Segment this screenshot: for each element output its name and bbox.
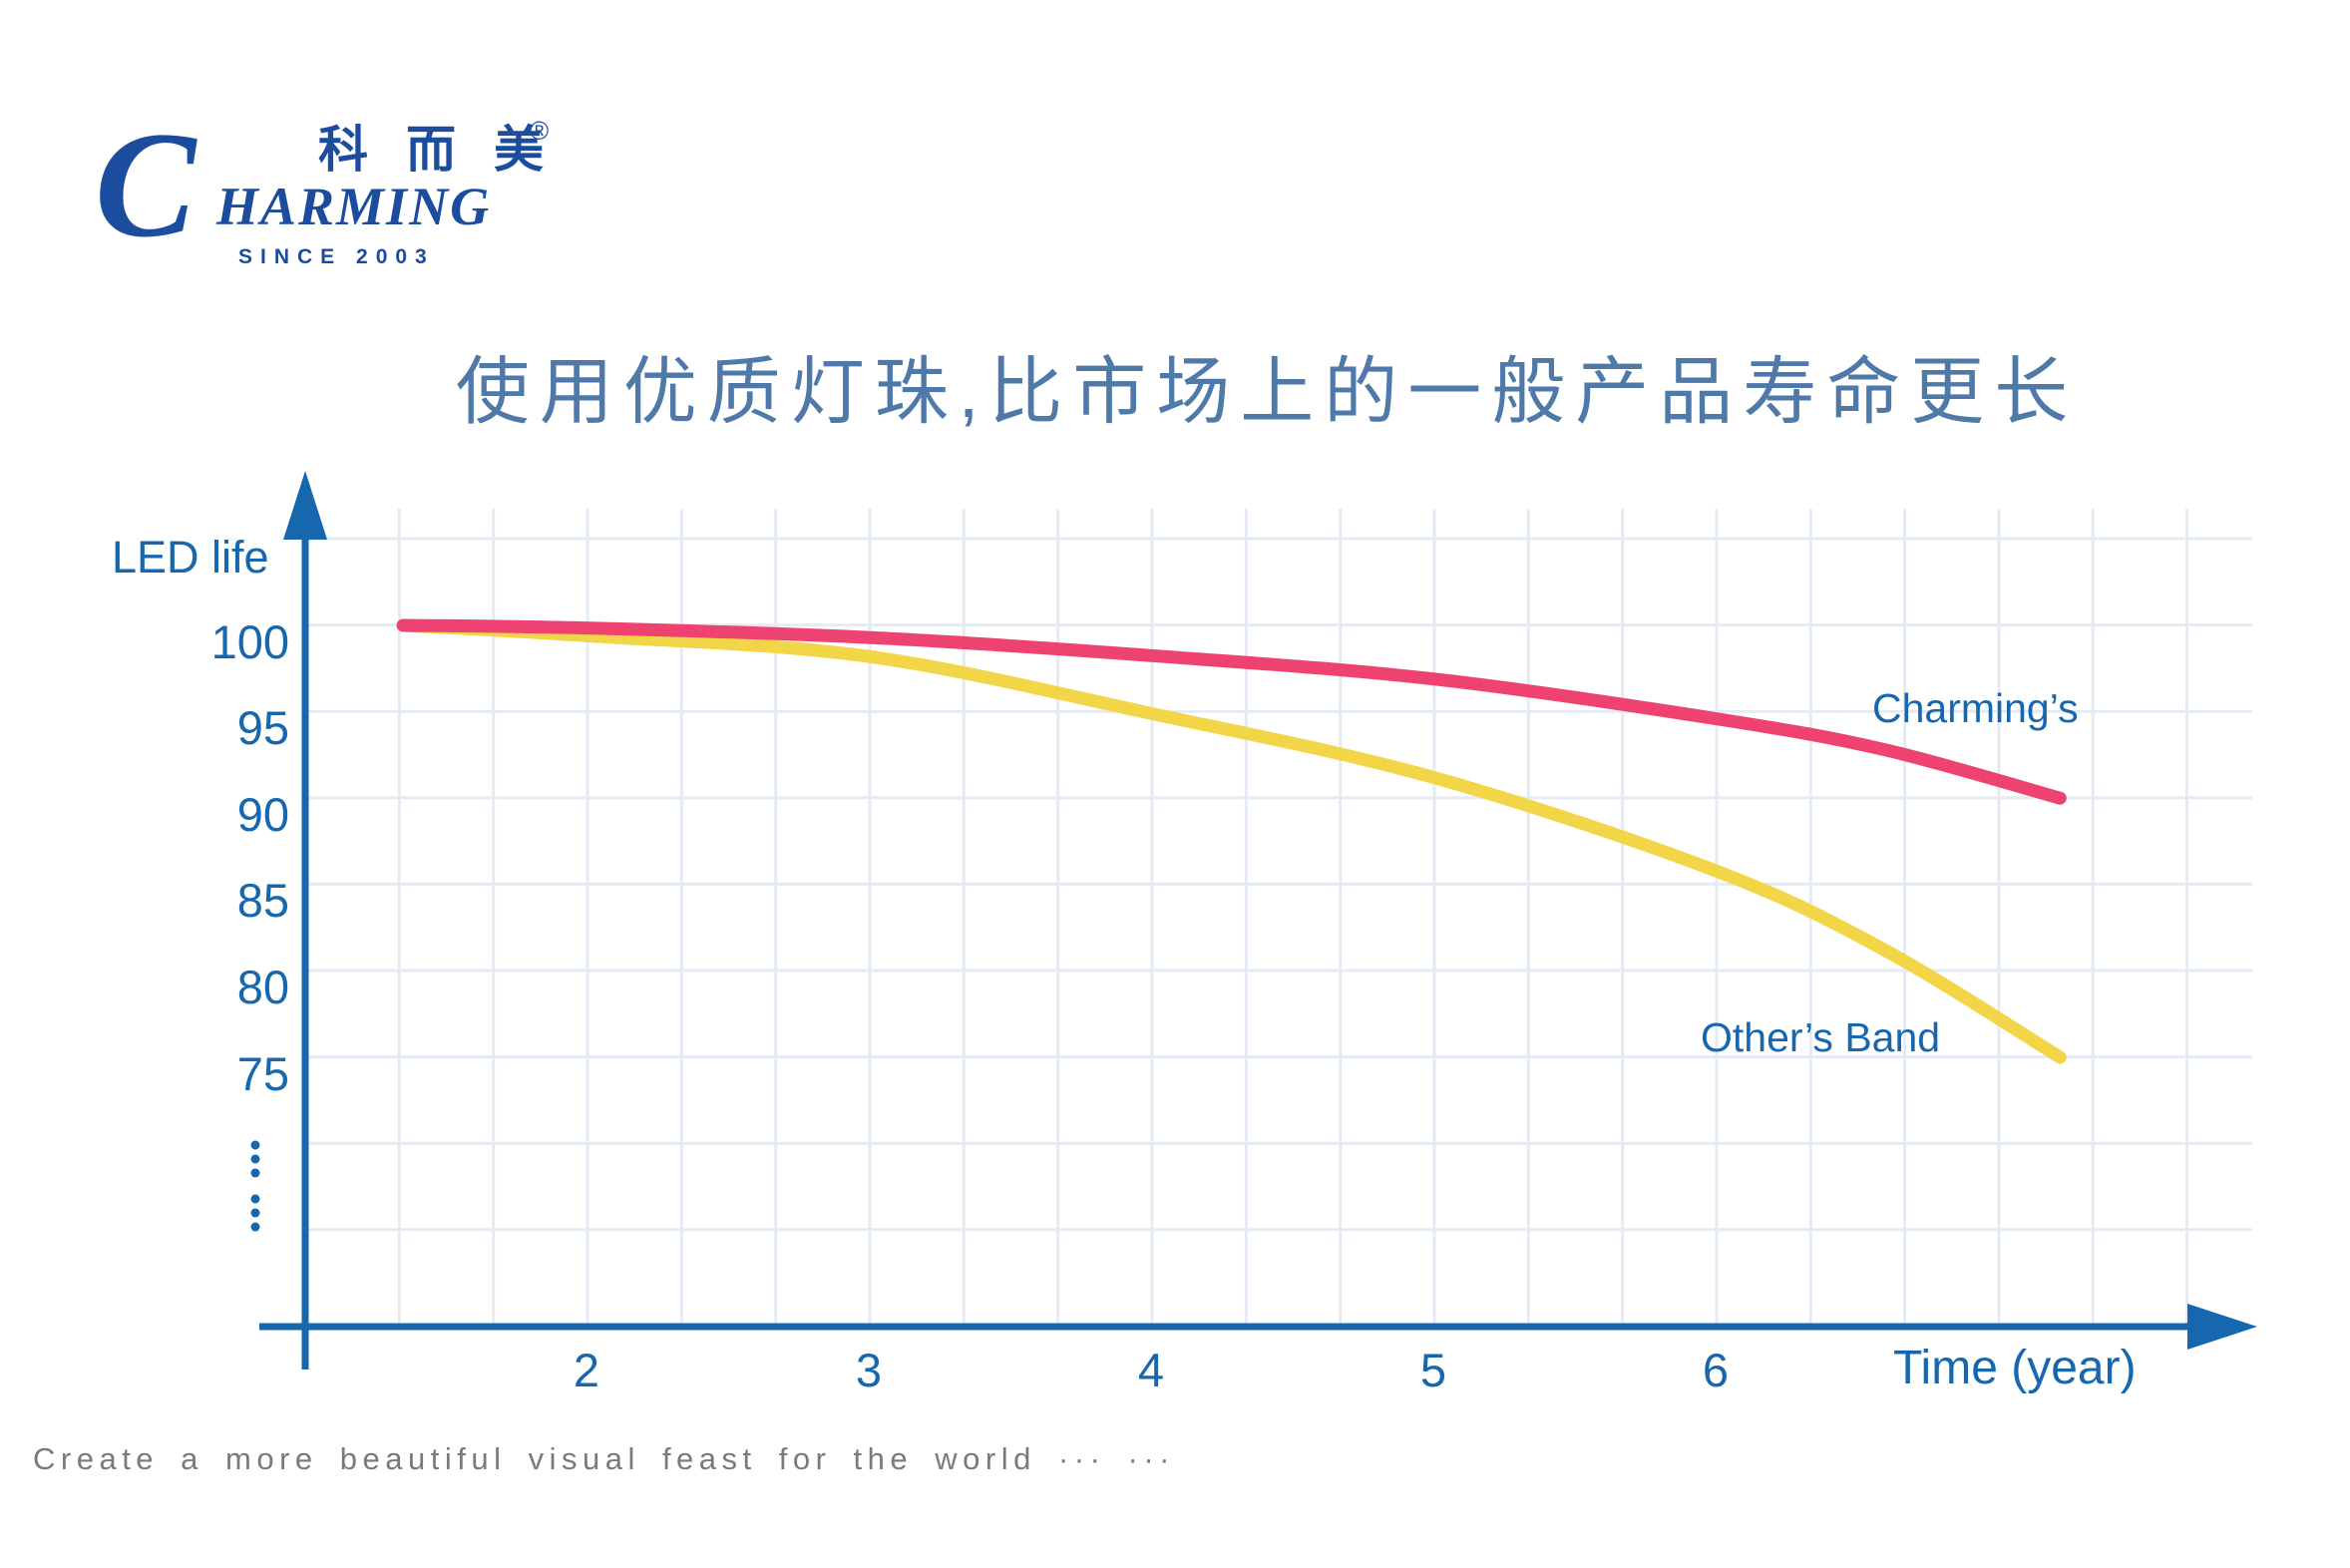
y-axis-ellipsis-dot — [250, 1208, 260, 1218]
y-axis-ellipsis-dot — [250, 1168, 260, 1178]
series-label-charmings: Charming’s — [1872, 685, 2079, 731]
y-tick-label-85: 85 — [236, 874, 289, 928]
y-axis-ellipsis-dot — [250, 1154, 260, 1164]
series-label-others: Other’s Band — [1701, 1014, 1941, 1060]
y-axis-label: LED life — [112, 532, 269, 583]
logo-chinese-name: 科而美 — [318, 122, 582, 178]
x-tick-label-4: 4 — [1137, 1344, 1165, 1396]
y-axis-ellipsis-dot — [250, 1222, 260, 1232]
y-axis-ellipsis-dot — [250, 1140, 260, 1150]
x-axis-label: Time (year) — [1893, 1342, 2137, 1394]
x-tick-label-5: 5 — [1419, 1344, 1447, 1396]
logo-since-text: SINCE 2003 — [238, 245, 435, 268]
y-tick-label-75: 75 — [236, 1046, 289, 1100]
series-line-1 — [396, 618, 2067, 1064]
x-tick-label-2: 2 — [573, 1344, 600, 1396]
logo-initial-letter: C — [95, 101, 196, 268]
y-tick-label-80: 80 — [236, 960, 289, 1013]
tagline-text: Create a more beautiful visual feast for… — [33, 1441, 1175, 1476]
y-tick-label-100: 100 — [210, 614, 289, 668]
x-tick-label-3: 3 — [855, 1344, 883, 1396]
x-tick-label-6: 6 — [1702, 1344, 1730, 1396]
logo-wordmark: HARMING — [216, 177, 492, 236]
y-tick-label-90: 90 — [236, 787, 289, 841]
chart-title: 使用优质灯珠,比市场上的一般产品寿命更长 — [455, 350, 2079, 433]
series-line-0 — [396, 618, 2067, 805]
y-tick-label-95: 95 — [236, 701, 289, 755]
y-axis-arrow-icon — [283, 471, 327, 540]
y-axis-ellipsis-dot — [250, 1194, 260, 1204]
x-axis-arrow-icon — [2187, 1304, 2257, 1350]
brand-logo: C 科而美 ® HARMING SINCE 2003 — [95, 101, 574, 279]
registered-trademark-icon: ® — [530, 116, 550, 146]
